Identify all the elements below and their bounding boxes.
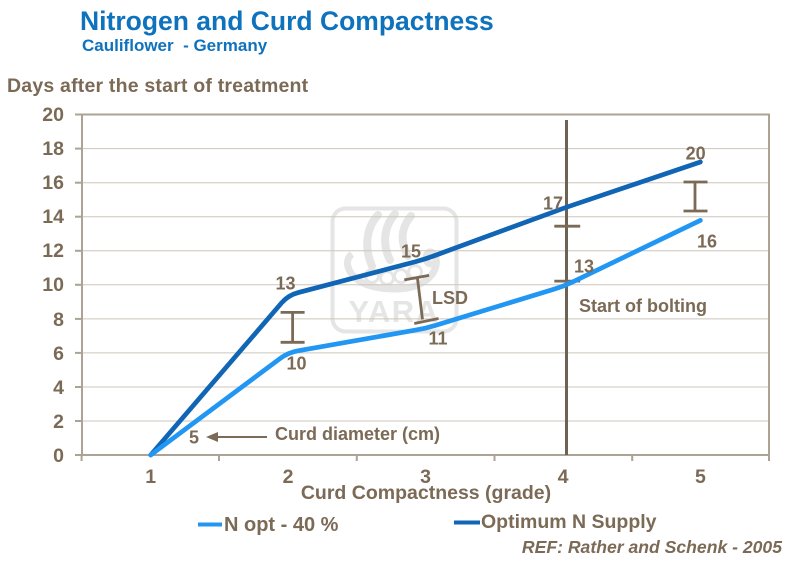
svg-text:YARA: YARA bbox=[349, 294, 440, 329]
